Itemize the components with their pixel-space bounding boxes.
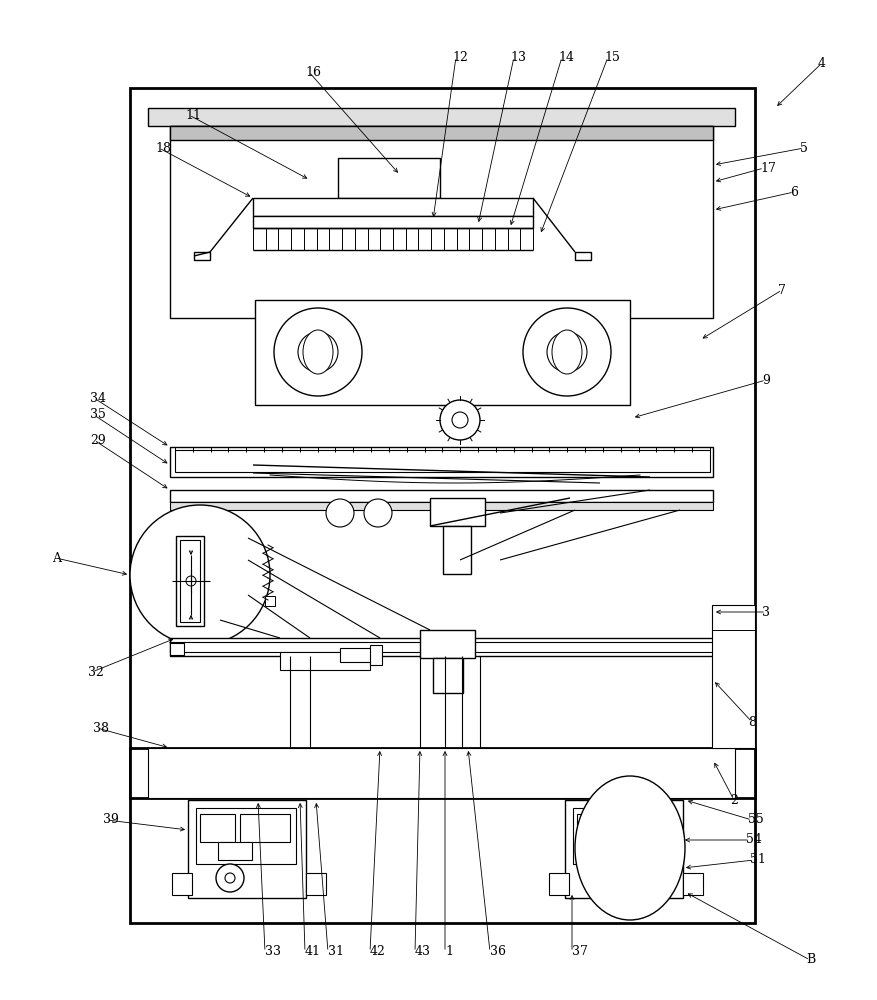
Bar	[188, 800, 306, 898]
Text: 6: 6	[789, 186, 797, 199]
Bar	[443, 526, 470, 574]
Text: 31: 31	[328, 945, 344, 958]
Text: 9: 9	[761, 373, 769, 386]
Text: 15: 15	[603, 51, 619, 64]
Text: 8: 8	[747, 715, 755, 728]
Circle shape	[599, 873, 610, 883]
Circle shape	[523, 308, 610, 396]
Text: 1: 1	[445, 945, 453, 958]
Bar	[711, 605, 754, 748]
Text: 35: 35	[90, 408, 106, 422]
Text: 43: 43	[415, 945, 431, 958]
Bar	[170, 643, 184, 655]
Bar	[130, 88, 754, 923]
Circle shape	[186, 576, 196, 586]
Bar	[565, 800, 682, 898]
Ellipse shape	[552, 330, 581, 374]
Text: 14: 14	[558, 51, 574, 64]
Bar	[430, 498, 484, 526]
Text: 4: 4	[817, 57, 825, 70]
Bar	[175, 536, 203, 626]
Bar	[170, 126, 712, 140]
Bar	[306, 873, 325, 895]
Bar	[194, 252, 210, 260]
Text: 7: 7	[777, 284, 785, 296]
Text: 41: 41	[304, 945, 321, 958]
Bar	[369, 645, 381, 665]
Bar	[130, 748, 754, 798]
Bar	[595, 842, 628, 860]
Text: 16: 16	[304, 66, 321, 79]
Bar	[265, 596, 275, 606]
Bar	[576, 814, 611, 842]
Circle shape	[364, 499, 391, 527]
Bar	[239, 814, 289, 842]
Bar	[148, 108, 734, 126]
Ellipse shape	[303, 330, 332, 374]
Bar	[432, 658, 462, 693]
Bar	[338, 158, 439, 198]
Circle shape	[590, 864, 618, 892]
Circle shape	[130, 505, 270, 645]
Bar	[170, 502, 712, 510]
Text: 34: 34	[90, 391, 106, 404]
Text: 5: 5	[799, 142, 807, 155]
Text: 39: 39	[103, 813, 118, 826]
Bar	[548, 873, 568, 895]
Bar	[196, 808, 296, 864]
Bar	[200, 814, 235, 842]
Text: 12: 12	[452, 51, 467, 64]
Bar	[573, 808, 673, 864]
Text: 17: 17	[759, 162, 775, 175]
Bar	[419, 630, 474, 658]
Text: 18: 18	[155, 142, 171, 155]
Text: 38: 38	[93, 721, 109, 734]
Circle shape	[452, 412, 467, 428]
Bar	[175, 450, 709, 472]
Circle shape	[274, 308, 361, 396]
Text: 2: 2	[729, 793, 737, 806]
Bar	[170, 642, 712, 652]
Text: 36: 36	[489, 945, 505, 958]
Text: 11: 11	[185, 109, 201, 122]
Bar	[170, 126, 712, 318]
Bar	[170, 638, 712, 656]
Bar	[617, 814, 667, 842]
Text: 13: 13	[510, 51, 525, 64]
Bar	[253, 198, 532, 216]
Bar	[339, 648, 378, 662]
Bar	[170, 490, 712, 502]
Text: 42: 42	[369, 945, 385, 958]
Bar	[217, 842, 252, 860]
Bar	[253, 216, 532, 228]
Bar	[170, 447, 712, 477]
Text: 55: 55	[747, 813, 763, 826]
Text: 51: 51	[749, 853, 765, 866]
Ellipse shape	[574, 776, 684, 920]
Text: 33: 33	[265, 945, 281, 958]
Bar	[172, 873, 192, 895]
Circle shape	[546, 332, 587, 372]
Bar	[574, 252, 590, 260]
Bar	[180, 540, 200, 622]
Circle shape	[325, 499, 353, 527]
Text: 37: 37	[571, 945, 588, 958]
Circle shape	[439, 400, 480, 440]
Bar	[682, 873, 702, 895]
Text: 32: 32	[88, 666, 103, 678]
Text: 29: 29	[90, 434, 105, 446]
Circle shape	[216, 864, 244, 892]
Circle shape	[297, 332, 338, 372]
Text: 54: 54	[745, 833, 761, 846]
Bar	[148, 748, 734, 798]
Text: B: B	[805, 953, 815, 966]
Bar	[254, 300, 630, 405]
Text: A: A	[52, 552, 61, 564]
Bar	[280, 652, 369, 670]
Text: 3: 3	[761, 605, 769, 618]
Circle shape	[225, 873, 235, 883]
